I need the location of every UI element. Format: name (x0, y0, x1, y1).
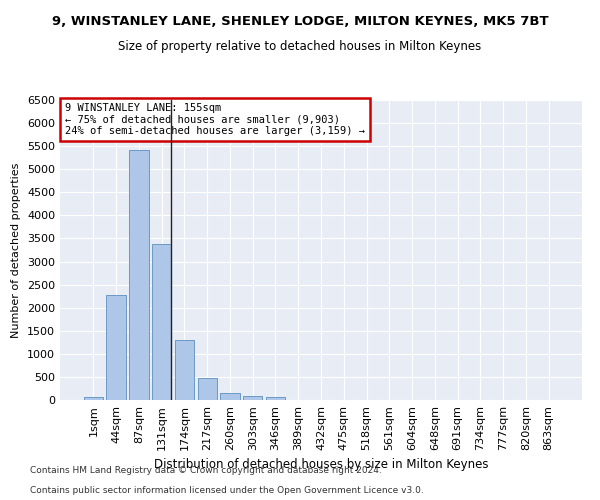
Bar (106, 295, 126, 400)
Bar (197, 378, 217, 400)
Text: 9, WINSTANLEY LANE, SHENLEY LODGE, MILTON KEYNES, MK5 7BT: 9, WINSTANLEY LANE, SHENLEY LODGE, MILTO… (52, 15, 548, 28)
Text: Contains public sector information licensed under the Open Government Licence v3: Contains public sector information licen… (30, 486, 424, 495)
Bar (175, 340, 194, 400)
Bar (243, 396, 262, 400)
Bar (220, 392, 239, 400)
Bar (129, 150, 149, 400)
Bar (84, 396, 103, 400)
Text: Size of property relative to detached houses in Milton Keynes: Size of property relative to detached ho… (118, 40, 482, 53)
Y-axis label: Number of detached properties: Number of detached properties (11, 162, 22, 338)
Bar (266, 397, 285, 400)
Text: Contains HM Land Registry data © Crown copyright and database right 2024.: Contains HM Land Registry data © Crown c… (30, 466, 382, 475)
X-axis label: Distribution of detached houses by size in Milton Keynes: Distribution of detached houses by size … (154, 458, 488, 471)
Text: 9 WINSTANLEY LANE: 155sqm
← 75% of detached houses are smaller (9,903)
24% of se: 9 WINSTANLEY LANE: 155sqm ← 75% of detac… (65, 103, 365, 136)
Bar (152, 244, 172, 400)
